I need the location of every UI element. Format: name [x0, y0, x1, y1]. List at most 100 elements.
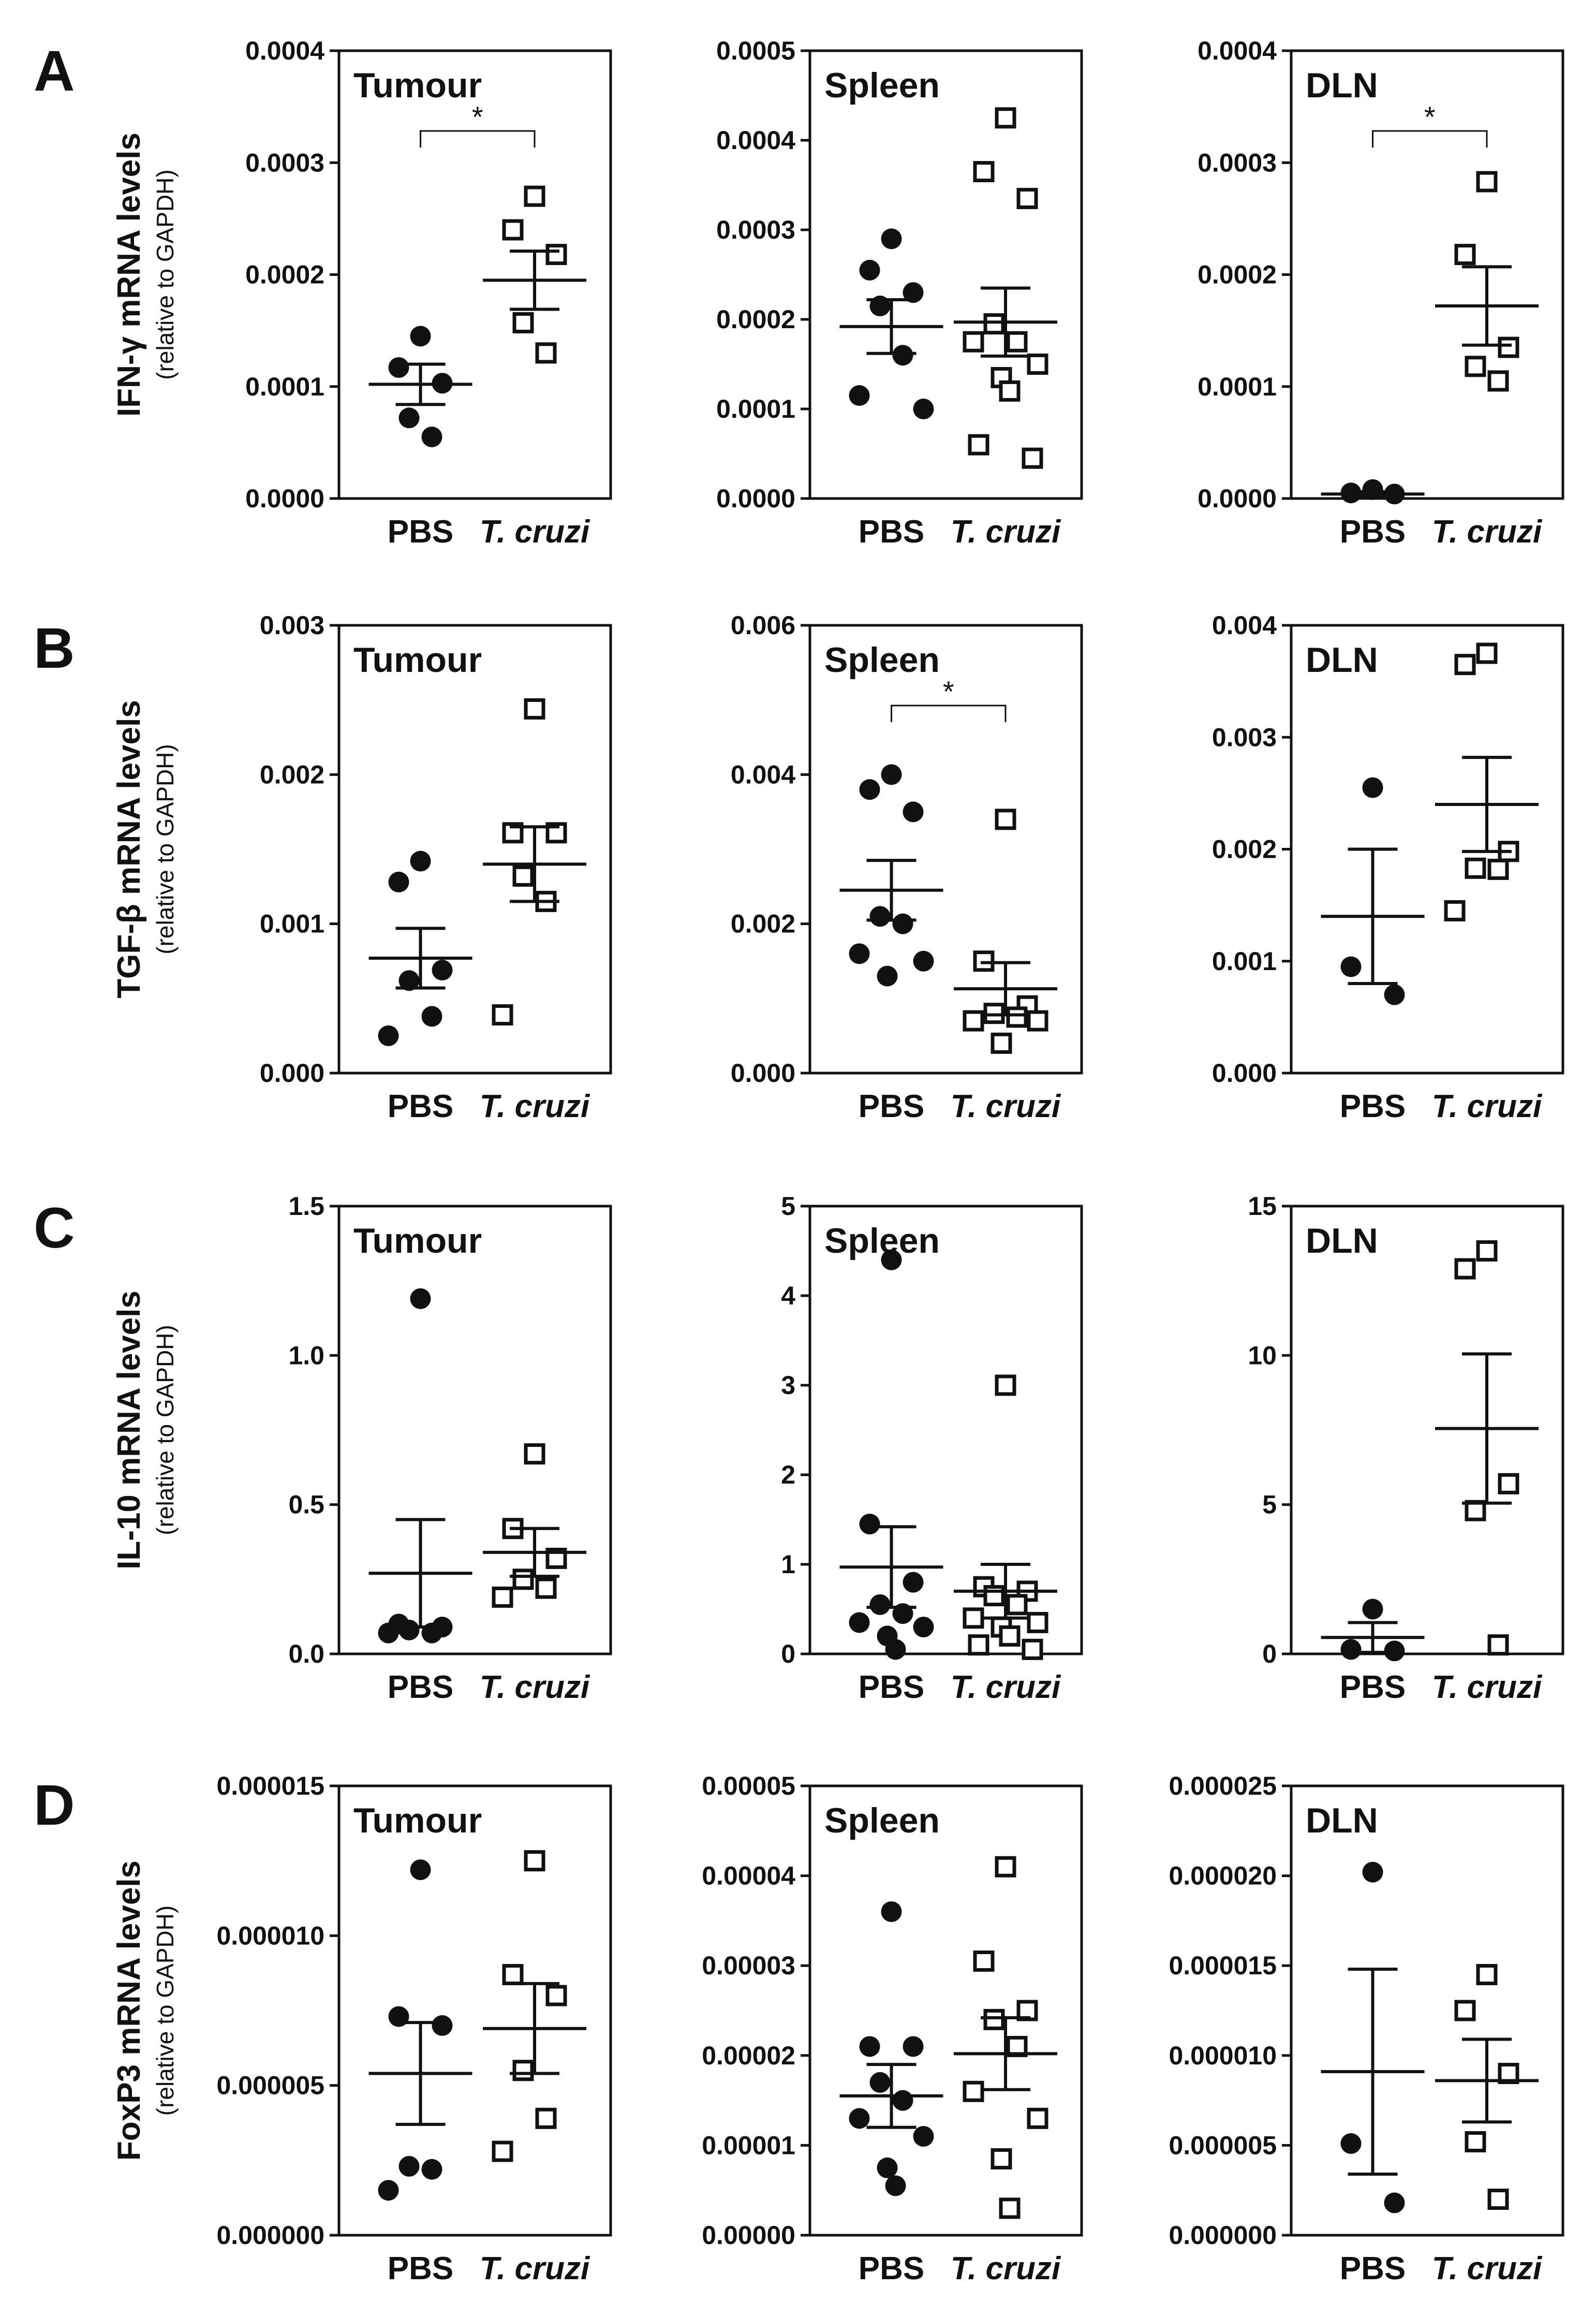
data-point	[903, 801, 924, 823]
y-tick-label: 0.0	[288, 1639, 324, 1668]
data-point	[410, 1288, 431, 1309]
y-tick-label: 0.00004	[702, 1861, 795, 1890]
y-axis-label: FoxP3 mRNA levels	[111, 1860, 147, 2161]
y-tick-label: 0.0004	[245, 36, 324, 65]
x-category-label: PBS	[859, 2251, 924, 2286]
group-pbs	[839, 1249, 943, 1660]
group-pbs	[1321, 479, 1425, 505]
data-point	[1384, 2192, 1405, 2213]
x-category-label: PBS	[1340, 2251, 1406, 2286]
data-point	[1454, 654, 1476, 676]
data-point	[1362, 777, 1383, 798]
data-point	[859, 259, 880, 281]
data-point	[1022, 1638, 1043, 1660]
significance-marker: *	[1424, 100, 1436, 133]
y-tick-label: 1.5	[288, 1192, 324, 1221]
group-t-cruzi	[954, 107, 1057, 469]
data-point	[1006, 1006, 1028, 1028]
data-point	[995, 1856, 1016, 1878]
data-point	[492, 1586, 513, 1608]
y-tick-label: 1	[781, 1550, 795, 1579]
data-point	[885, 1639, 906, 1660]
data-point	[388, 871, 409, 892]
y-tick-label: 0.000005	[216, 2071, 324, 2100]
data-point	[913, 1617, 934, 1638]
data-point	[999, 1625, 1021, 1647]
group-pbs	[1321, 1861, 1425, 2213]
data-point	[983, 313, 1005, 335]
data-point	[378, 2180, 399, 2201]
data-point	[1006, 1594, 1028, 1616]
data-point	[410, 326, 431, 347]
panel-title: Spleen	[824, 640, 940, 680]
data-point	[1006, 331, 1028, 353]
y-tick-label: 3	[781, 1371, 795, 1400]
data-point	[398, 407, 420, 429]
data-point	[859, 2036, 880, 2057]
y-tick-label: 0.000010	[1169, 2041, 1277, 2070]
x-category-label: T. cruzi	[951, 1669, 1061, 1705]
group-t-cruzi	[483, 185, 586, 364]
data-point	[963, 1607, 984, 1629]
group-pbs	[839, 1901, 943, 2196]
data-point	[968, 434, 989, 456]
row-d: D FoxP3 mRNA levels (relative to GAPDH) 0.0…	[34, 1771, 1564, 2286]
data-point	[999, 380, 1021, 402]
data-point	[869, 1594, 891, 1615]
group-t-cruzi	[483, 1850, 586, 2162]
y-tick-label: 0.00005	[702, 1771, 795, 1800]
y-axis-sublabel: (relative to GAPDH)	[152, 1905, 179, 2116]
data-point	[1340, 1639, 1362, 1660]
data-point	[849, 943, 870, 964]
data-point	[492, 1004, 513, 1026]
group-t-cruzi	[1435, 1240, 1539, 1656]
data-point	[995, 809, 1016, 830]
data-point	[1444, 900, 1466, 921]
y-tick-label: 0.0001	[716, 394, 795, 423]
data-point	[492, 2140, 513, 2162]
panel-title: Spleen	[824, 66, 940, 105]
x-category-label: PBS	[1340, 1669, 1406, 1705]
panel-dln: 0 5 10 15 DLN PBS T. cruzi	[1248, 1192, 1564, 1705]
y-tick-label: 5	[781, 1192, 795, 1221]
data-point	[524, 1443, 545, 1465]
data-point	[995, 1374, 1016, 1396]
x-category-label: T. cruzi	[951, 514, 1061, 550]
significance-bracket	[420, 130, 536, 148]
panel-title: DLN	[1306, 1801, 1378, 1840]
data-point	[1476, 642, 1498, 664]
data-point	[398, 1619, 420, 1640]
panel-title: Tumour	[353, 1221, 482, 1260]
x-category-label: PBS	[388, 2251, 453, 2286]
panel-title: Spleen	[824, 1221, 940, 1260]
panel-spleen: 0.00000 0.00001 0.00002 0.00003 0.00004 0.000…	[702, 1771, 1083, 2286]
y-tick-label: 0.0001	[1198, 372, 1277, 401]
y-axis-sublabel: (relative to GAPDH)	[152, 169, 179, 379]
panel-spleen: 0.0000 0.0001 0.0002 0.0003 0.0004 0.0005 Sple…	[716, 36, 1083, 550]
y-tick-label: 2	[781, 1460, 795, 1489]
plot-frame	[337, 1784, 612, 2237]
data-point	[432, 960, 453, 981]
data-point	[913, 2126, 934, 2147]
data-point	[999, 2197, 1021, 2219]
y-tick-label: 0.001	[260, 910, 324, 938]
data-point	[1027, 354, 1048, 375]
y-tick-label: 0.000005	[1169, 2131, 1277, 2160]
y-tick-label: 0.0003	[716, 215, 795, 244]
panel-dln: 0.000 0.001 0.002 0.003 0.004 DLN PBS T. cruzi	[1212, 611, 1564, 1124]
data-point	[398, 2155, 420, 2177]
y-tick-label: 0.0005	[716, 36, 795, 65]
panel-title: DLN	[1306, 66, 1378, 105]
data-point	[869, 2072, 891, 2093]
data-point	[877, 2157, 898, 2178]
x-category-label: T. cruzi	[480, 2251, 590, 2286]
y-axis-sublabel: (relative to GAPDH)	[152, 1325, 179, 1535]
y-axis-sublabel: (relative to GAPDH)	[152, 744, 179, 954]
data-point	[1498, 336, 1519, 358]
data-point	[388, 357, 409, 378]
x-category-label: T. cruzi	[1432, 514, 1543, 550]
data-point	[512, 865, 534, 887]
data-point	[849, 385, 870, 406]
data-point	[524, 185, 545, 207]
group-t-cruzi	[1435, 171, 1539, 392]
